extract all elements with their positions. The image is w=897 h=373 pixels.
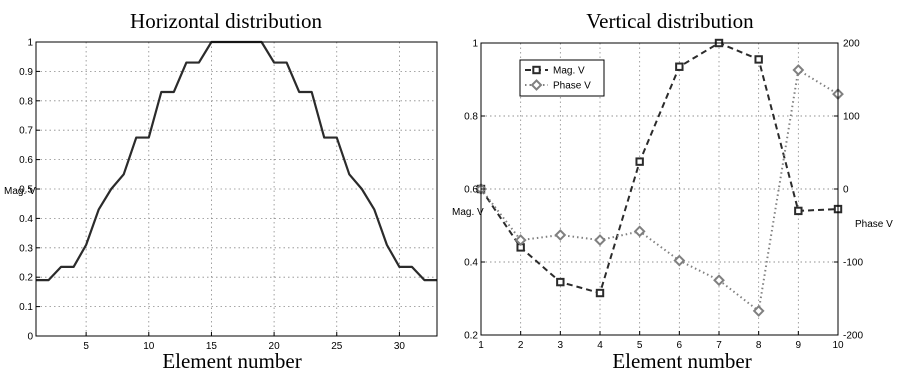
square-marker bbox=[794, 206, 803, 216]
x-tick-label: 2 bbox=[518, 340, 524, 351]
x-tick-label: 6 bbox=[677, 340, 683, 351]
x-tick-label: 4 bbox=[597, 340, 603, 351]
square-marker bbox=[675, 62, 684, 71]
diamond-marker bbox=[554, 229, 567, 241]
series-line-mag-v bbox=[480, 41, 839, 295]
square-marker bbox=[635, 157, 644, 166]
y-tick-label: 0.8 bbox=[19, 96, 33, 107]
x-tick-label: 3 bbox=[558, 340, 564, 351]
y-tick-label: 0.4 bbox=[464, 258, 478, 269]
plot-frame bbox=[35, 41, 438, 337]
diamond-marker bbox=[713, 274, 725, 287]
x-tick-label: 1 bbox=[478, 340, 484, 351]
diamond-marker bbox=[673, 254, 686, 267]
legend-label: Mag. V bbox=[553, 66, 585, 77]
x-tick-label: 9 bbox=[796, 340, 802, 351]
horizontal-chart-plot: 5 10 15 20 25 30 0 0.1 0.2 0.3 0.4 0.5 0.6 0.7 0.8 0.9 1 bbox=[19, 38, 438, 352]
x-tick-label: 15 bbox=[206, 341, 218, 352]
diamond-marker bbox=[594, 234, 606, 247]
y-tick-label: 0.6 bbox=[464, 185, 478, 196]
x-tick-label: 10 bbox=[832, 340, 844, 351]
y-tick-label: 0.1 bbox=[19, 302, 33, 313]
y-tick-label: 0.2 bbox=[19, 273, 33, 284]
square-marker bbox=[556, 277, 565, 287]
square-marker bbox=[754, 55, 763, 64]
legend-label: Phase V bbox=[553, 81, 591, 92]
diamond-marker bbox=[752, 304, 765, 317]
y-tick-label: 1 bbox=[472, 39, 478, 50]
series-line-0 bbox=[36, 40, 437, 282]
y2-tick-label: -100 bbox=[843, 258, 863, 269]
legend-square-marker bbox=[532, 65, 541, 75]
y-tick-label: 0.5 bbox=[19, 185, 33, 196]
diamond-marker bbox=[633, 225, 646, 238]
x-tick-label: 5 bbox=[83, 341, 89, 352]
y-tick-label: 1 bbox=[27, 38, 33, 49]
vertical-chart-plot: 1 2 3 4 5 6 7 8 9 10 0.2 0.4 0.6 0.8 1 -200 -100 0 100 200 M… bbox=[464, 39, 863, 352]
y-tick-label: 0.6 bbox=[19, 155, 33, 166]
diamond-marker bbox=[792, 64, 805, 76]
y2-tick-label: 200 bbox=[843, 39, 860, 50]
vertical-chart-xlabel: Element number bbox=[612, 349, 751, 373]
square-marker bbox=[595, 288, 605, 298]
horizontal-chart-ylabel: Mag. V bbox=[4, 186, 36, 197]
y-tick-label: 0.7 bbox=[19, 126, 33, 137]
y-tick-label: 0.2 bbox=[464, 331, 478, 342]
y2-tick-label: 0 bbox=[843, 185, 849, 196]
x-tick-label: 30 bbox=[394, 341, 406, 352]
y2-tick-label: 100 bbox=[843, 112, 860, 123]
diamond-marker bbox=[514, 234, 527, 247]
series-line-phase-v bbox=[480, 68, 839, 313]
vertical-chart-ylabel-left: Mag. V bbox=[452, 207, 484, 218]
y-tick-label: 0.4 bbox=[19, 214, 33, 225]
horizontal-chart-title: Horizontal distribution bbox=[130, 9, 322, 33]
x-tick-label: 25 bbox=[331, 341, 343, 352]
vertical-chart-title: Vertical distribution bbox=[586, 9, 754, 33]
y-tick-label: 0.8 bbox=[464, 112, 478, 123]
x-tick-label: 5 bbox=[637, 340, 643, 351]
y-tick-label: 0.9 bbox=[19, 67, 33, 78]
x-tick-label: 7 bbox=[716, 340, 722, 351]
y2-tick-label: -200 bbox=[843, 331, 863, 342]
horizontal-chart-xlabel: Element number bbox=[162, 349, 301, 373]
y-tick-label: 0 bbox=[27, 332, 33, 343]
legend-diamond-marker bbox=[530, 79, 543, 91]
vertical-chart-ylabel-right: Phase V bbox=[855, 219, 893, 230]
x-tick-label: 20 bbox=[269, 341, 281, 352]
y-tick-label: 0.3 bbox=[19, 243, 33, 254]
legend: Mag. V Phase V bbox=[519, 59, 605, 97]
x-tick-label: 8 bbox=[756, 340, 762, 351]
x-tick-label: 10 bbox=[143, 341, 155, 352]
